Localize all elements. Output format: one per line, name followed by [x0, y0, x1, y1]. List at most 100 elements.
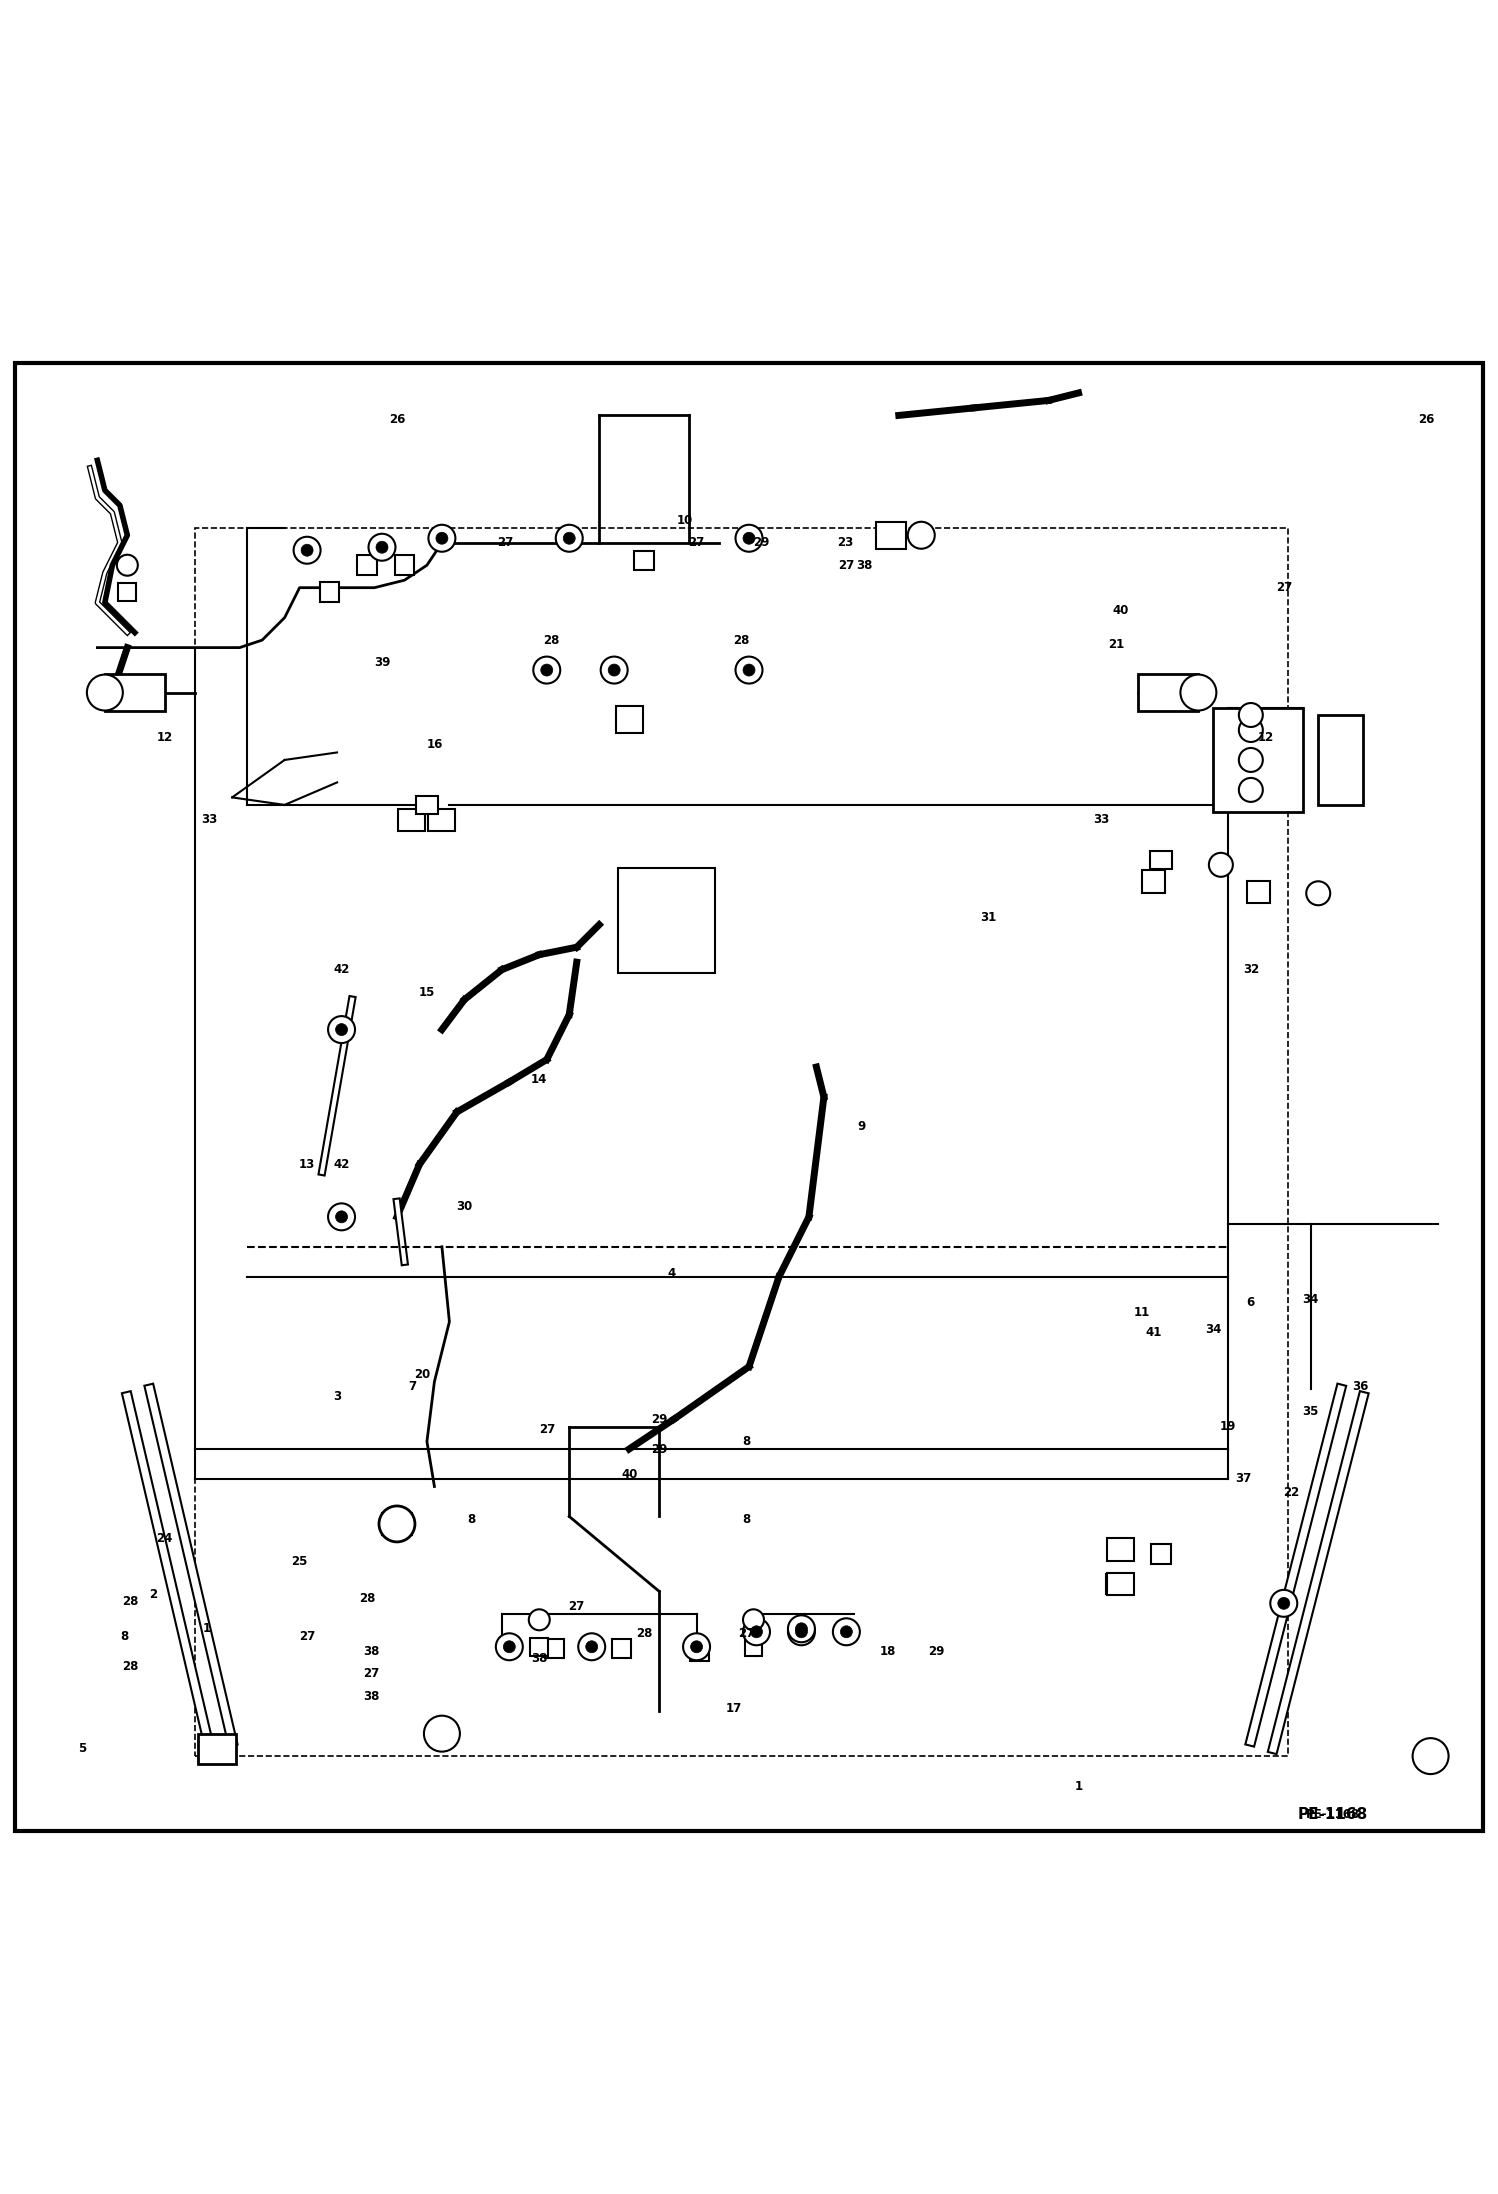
Bar [105, 674, 165, 711]
Text: 36: 36 [1353, 1380, 1368, 1393]
Circle shape [691, 1641, 703, 1652]
Bar [545, 1639, 565, 1659]
Text: 31: 31 [981, 911, 996, 924]
Circle shape [795, 1626, 807, 1637]
Text: 16: 16 [427, 739, 442, 753]
Text: 42: 42 [334, 963, 349, 976]
Circle shape [1239, 779, 1263, 801]
Text: 38: 38 [364, 1646, 379, 1659]
Circle shape [608, 665, 620, 676]
Circle shape [736, 524, 762, 551]
Circle shape [586, 1641, 598, 1652]
Text: 13: 13 [300, 1158, 315, 1172]
Text: 38: 38 [857, 559, 872, 573]
Circle shape [788, 1619, 815, 1646]
Text: 27: 27 [497, 535, 512, 548]
Circle shape [743, 1619, 770, 1646]
Circle shape [503, 1641, 515, 1652]
Bar [1152, 1545, 1171, 1564]
Bar [611, 1639, 632, 1659]
Circle shape [1239, 717, 1263, 742]
Text: 27: 27 [300, 1630, 315, 1643]
Text: 23: 23 [837, 535, 852, 548]
Text: 12: 12 [1258, 731, 1273, 744]
Text: 30: 30 [457, 1200, 472, 1213]
Circle shape [294, 538, 321, 564]
Text: 28: 28 [544, 634, 559, 647]
Text: 32: 32 [1243, 963, 1258, 976]
Circle shape [328, 1202, 355, 1231]
Bar [357, 555, 376, 575]
Text: 8: 8 [742, 1514, 750, 1527]
Circle shape [750, 1626, 762, 1637]
Circle shape [578, 1632, 605, 1661]
Text: 27: 27 [1276, 581, 1291, 595]
Text: 9: 9 [857, 1121, 866, 1134]
Circle shape [601, 656, 628, 685]
Text: 41: 41 [1146, 1325, 1161, 1338]
Bar [382, 1512, 412, 1536]
Text: 18: 18 [881, 1646, 896, 1659]
Text: 7: 7 [407, 1380, 416, 1393]
Text: 12: 12 [157, 731, 172, 744]
Bar [428, 810, 455, 832]
Text: 26: 26 [389, 412, 404, 426]
Circle shape [833, 1619, 860, 1646]
Text: 11: 11 [1134, 1305, 1149, 1319]
Text: 27: 27 [569, 1599, 584, 1613]
Circle shape [736, 656, 762, 685]
Text: PE-1168: PE-1168 [1306, 1808, 1360, 1821]
Text: 4: 4 [667, 1268, 676, 1281]
Text: 1: 1 [1074, 1779, 1083, 1792]
Circle shape [117, 555, 138, 575]
Text: 33: 33 [202, 814, 217, 827]
Circle shape [1239, 702, 1263, 726]
Text: 38: 38 [364, 1689, 379, 1703]
Bar [1107, 1538, 1134, 1560]
Text: 27: 27 [539, 1424, 554, 1437]
Circle shape [428, 524, 455, 551]
Text: 14: 14 [532, 1073, 547, 1086]
Text: 29: 29 [652, 1441, 667, 1455]
Text: 25: 25 [292, 1556, 307, 1569]
Bar [1150, 851, 1173, 869]
Circle shape [1278, 1597, 1290, 1610]
Text: 33: 33 [1094, 814, 1109, 827]
Bar [745, 1637, 762, 1656]
Bar [398, 810, 425, 832]
Text: 28: 28 [123, 1595, 138, 1608]
Text: 5: 5 [78, 1742, 87, 1755]
Text: 28: 28 [734, 634, 749, 647]
Text: PE-1168: PE-1168 [1299, 1808, 1368, 1821]
Text: 27: 27 [364, 1667, 379, 1681]
Circle shape [336, 1211, 348, 1222]
Bar [689, 1641, 710, 1661]
Circle shape [533, 656, 560, 685]
Text: 29: 29 [753, 535, 768, 548]
Circle shape [336, 1025, 348, 1036]
Text: 27: 27 [839, 559, 854, 573]
Bar [118, 584, 136, 601]
Text: 29: 29 [929, 1646, 944, 1659]
Bar [195, 529, 1288, 1755]
Text: 28: 28 [360, 1593, 374, 1606]
Circle shape [556, 524, 583, 551]
Circle shape [369, 533, 395, 562]
Bar [876, 522, 906, 548]
Text: 35: 35 [1303, 1404, 1318, 1417]
Text: 27: 27 [689, 535, 704, 548]
Bar [1143, 871, 1165, 893]
Bar [1138, 674, 1198, 711]
Text: 6: 6 [1246, 1297, 1255, 1310]
Circle shape [743, 665, 755, 676]
Text: 40: 40 [1113, 603, 1128, 617]
Circle shape [1209, 853, 1233, 878]
Circle shape [743, 1610, 764, 1630]
Circle shape [1413, 1738, 1449, 1775]
Text: 1: 1 [202, 1621, 211, 1635]
Text: 8: 8 [467, 1514, 476, 1527]
Circle shape [840, 1626, 852, 1637]
Circle shape [683, 1632, 710, 1661]
Circle shape [743, 533, 755, 544]
Text: 28: 28 [637, 1626, 652, 1639]
